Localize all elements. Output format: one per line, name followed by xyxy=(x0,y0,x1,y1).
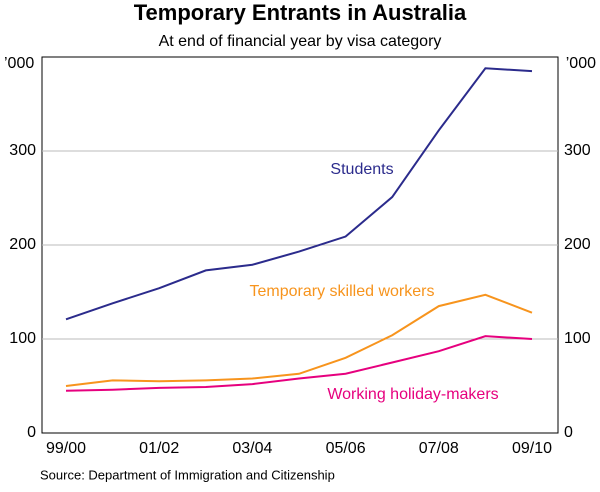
y-tick-label: 200 xyxy=(9,236,36,253)
x-tick-label: 09/10 xyxy=(512,440,552,457)
x-tick-label: 01/02 xyxy=(139,440,179,457)
series-line xyxy=(65,293,533,387)
series-line xyxy=(65,335,533,392)
y-tick-label-right: 100 xyxy=(564,330,591,347)
y-tick-label-right: 300 xyxy=(564,142,591,159)
y-tick-label: 0 xyxy=(27,424,36,441)
series-line xyxy=(65,67,533,321)
y-unit-left: ’000 xyxy=(4,55,34,72)
series-label: Students xyxy=(330,161,393,178)
series-label: Working holiday-makers xyxy=(327,386,498,403)
series-label: Temporary skilled workers xyxy=(250,283,435,300)
x-tick-label: 99/00 xyxy=(46,440,86,457)
y-tick-label-right: 0 xyxy=(564,424,573,441)
x-tick-label: 07/08 xyxy=(419,440,459,457)
y-tick-label: 300 xyxy=(9,142,36,159)
y-unit-right: ’000 xyxy=(566,55,596,72)
y-tick-label: 100 xyxy=(9,330,36,347)
source: Source: Department of Immigration and Ci… xyxy=(40,467,335,482)
x-tick-label: 03/04 xyxy=(232,440,272,457)
y-tick-label-right: 200 xyxy=(564,236,591,253)
chart-subtitle: At end of financial year by visa categor… xyxy=(159,33,442,50)
x-tick-label: 05/06 xyxy=(326,440,366,457)
chart-title: Temporary Entrants in Australia xyxy=(134,0,467,25)
